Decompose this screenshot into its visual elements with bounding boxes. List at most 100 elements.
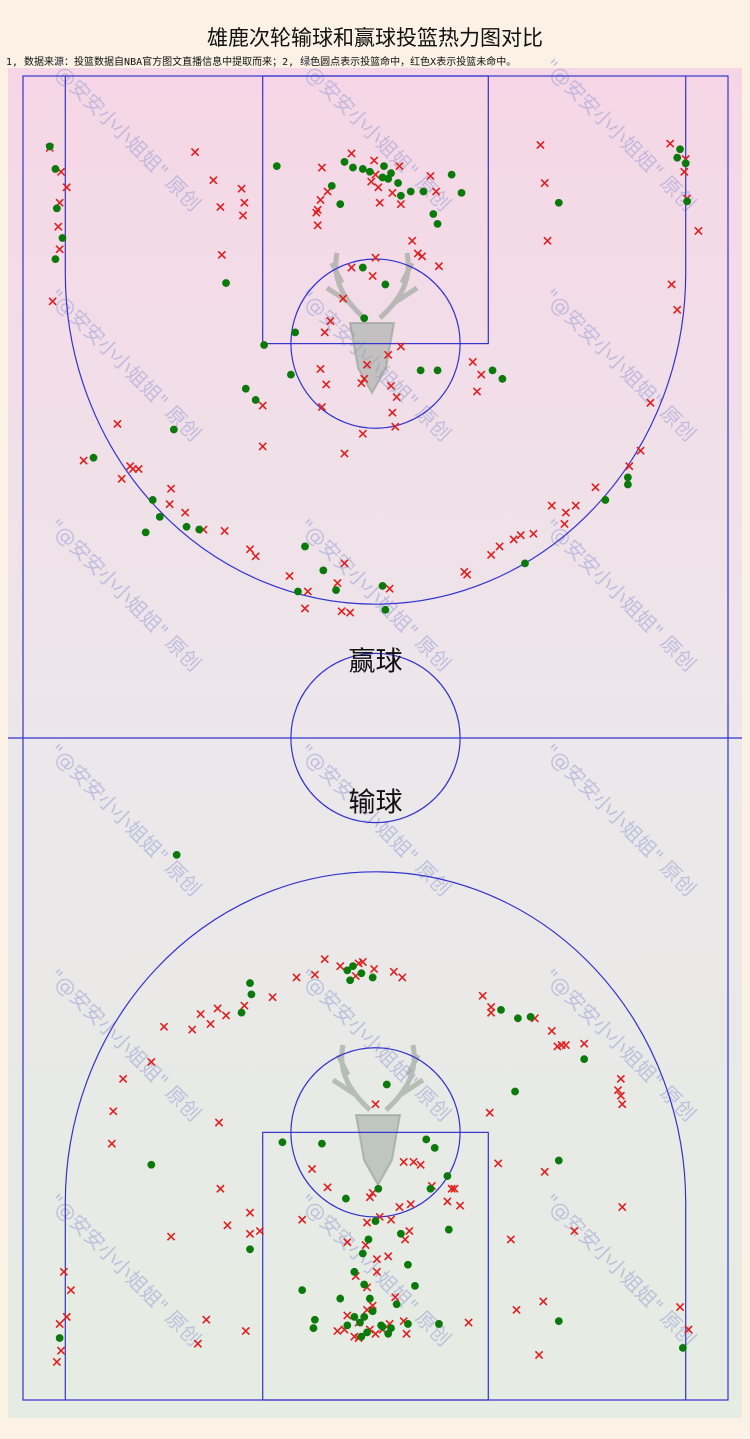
- missed-shot-marker: [320, 954, 329, 964]
- missed-shot-marker: [399, 1157, 408, 1167]
- made-shot-marker: [298, 1286, 307, 1295]
- missed-shot-marker: [317, 163, 327, 172]
- three-point-arc: [64, 871, 687, 1203]
- missed-shot-marker: [303, 587, 312, 596]
- missed-shot-marker: [113, 419, 122, 429]
- paint-lane: [262, 75, 489, 345]
- made-shot-marker: [291, 328, 300, 337]
- missed-shot-marker: [371, 1100, 380, 1109]
- missed-shot-marker: [365, 1193, 375, 1202]
- missed-shot-marker: [251, 552, 260, 561]
- chart-title: 雄鹿次轮输球和赢球投篮热力图对比: [207, 26, 543, 50]
- missed-shot-marker: [345, 608, 355, 617]
- made-shot-marker: [678, 1343, 687, 1352]
- missed-shot-marker: [358, 429, 367, 438]
- missed-shot-marker: [333, 1326, 342, 1336]
- missed-shot-marker: [117, 474, 126, 483]
- three-point-arc: [64, 273, 687, 605]
- missed-shot-marker: [646, 398, 655, 407]
- missed-shot-marker: [560, 519, 569, 529]
- missed-shot-marker: [680, 167, 689, 176]
- made-shot-marker: [251, 396, 260, 404]
- missed-shot-marker: [375, 198, 384, 207]
- missed-shot-marker: [616, 1074, 626, 1084]
- missed-shot-marker: [391, 1293, 400, 1302]
- missed-shot-marker: [316, 195, 325, 205]
- made-shot-marker: [404, 1260, 412, 1269]
- made-shot-marker: [380, 162, 388, 171]
- missed-shot-marker: [340, 449, 349, 458]
- missed-shot-marker: [55, 245, 64, 254]
- made-shot-marker: [457, 189, 466, 197]
- made-shot-marker: [433, 366, 442, 375]
- missed-shot-marker: [396, 342, 406, 351]
- made-shot-marker: [358, 1249, 367, 1258]
- made-shot-marker: [488, 366, 497, 375]
- missed-shot-marker: [180, 508, 190, 517]
- made-shot-marker: [497, 1005, 505, 1014]
- made-shot-marker: [443, 1172, 452, 1180]
- missed-shot-marker: [367, 177, 376, 186]
- missed-shot-marker: [285, 571, 294, 581]
- made-shot-marker: [155, 512, 164, 521]
- missed-shot-marker: [313, 205, 322, 214]
- missed-shot-marker: [388, 408, 397, 417]
- missed-shot-marker: [240, 1001, 249, 1010]
- missed-shot-marker: [486, 550, 496, 560]
- missed-shot-marker: [241, 1326, 250, 1336]
- missed-shot-marker: [307, 1164, 317, 1174]
- made-shot-marker: [360, 1280, 369, 1289]
- missed-shot-marker: [540, 178, 549, 188]
- made-shot-marker: [554, 1317, 563, 1326]
- missed-shot-marker: [245, 1229, 255, 1238]
- missed-shot-marker: [613, 1085, 623, 1095]
- missed-shot-marker: [477, 370, 486, 379]
- made-shot-marker: [246, 979, 254, 987]
- free-throw-circle: [290, 258, 461, 429]
- missed-shot-marker: [386, 381, 396, 391]
- missed-shot-marker: [310, 970, 320, 979]
- missed-shot-marker: [512, 1305, 521, 1315]
- made-shot-marker: [435, 1320, 443, 1328]
- missed-shot-marker: [209, 176, 218, 185]
- made-shot-marker: [272, 162, 281, 171]
- missed-shot-marker: [443, 1197, 452, 1206]
- missed-shot-marker: [385, 584, 394, 593]
- missed-shot-marker: [486, 1008, 496, 1017]
- missed-shot-marker: [196, 1009, 205, 1019]
- missed-shot-marker: [462, 570, 472, 579]
- missed-shot-marker: [240, 198, 249, 207]
- missed-shot-marker: [543, 236, 552, 245]
- missed-shot-marker: [464, 1318, 473, 1327]
- missed-shot-marker: [48, 297, 57, 306]
- missed-shot-marker: [616, 1091, 626, 1100]
- missed-shot-marker: [450, 1184, 459, 1193]
- missed-shot-marker: [478, 991, 487, 1000]
- missed-shot-marker: [66, 1285, 76, 1295]
- made-shot-marker: [368, 973, 377, 982]
- made-shot-marker: [411, 1282, 419, 1290]
- missed-shot-marker: [190, 147, 200, 157]
- made-shot-marker: [52, 204, 61, 213]
- missed-shot-marker: [534, 1350, 544, 1360]
- made-shot-marker: [394, 179, 402, 187]
- missed-shot-marker: [134, 464, 143, 474]
- missed-shot-marker: [298, 1215, 307, 1224]
- missed-shot-marker: [357, 378, 366, 388]
- missed-shot-marker: [694, 226, 703, 236]
- made-shot-marker: [356, 1318, 364, 1327]
- missed-shot-marker: [313, 221, 322, 230]
- made-shot-marker: [623, 473, 632, 482]
- made-shot-marker: [430, 1143, 439, 1152]
- made-shot-marker: [601, 496, 610, 504]
- missed-shot-marker: [216, 202, 225, 212]
- made-shot-marker: [148, 496, 157, 504]
- missed-shot-marker: [340, 559, 349, 568]
- made-shot-marker: [404, 1320, 412, 1328]
- made-shot-marker: [358, 165, 367, 173]
- missed-shot-marker: [336, 962, 345, 971]
- missed-shot-marker: [485, 1108, 494, 1117]
- missed-shot-marker: [292, 973, 301, 982]
- missed-shot-marker: [369, 964, 379, 974]
